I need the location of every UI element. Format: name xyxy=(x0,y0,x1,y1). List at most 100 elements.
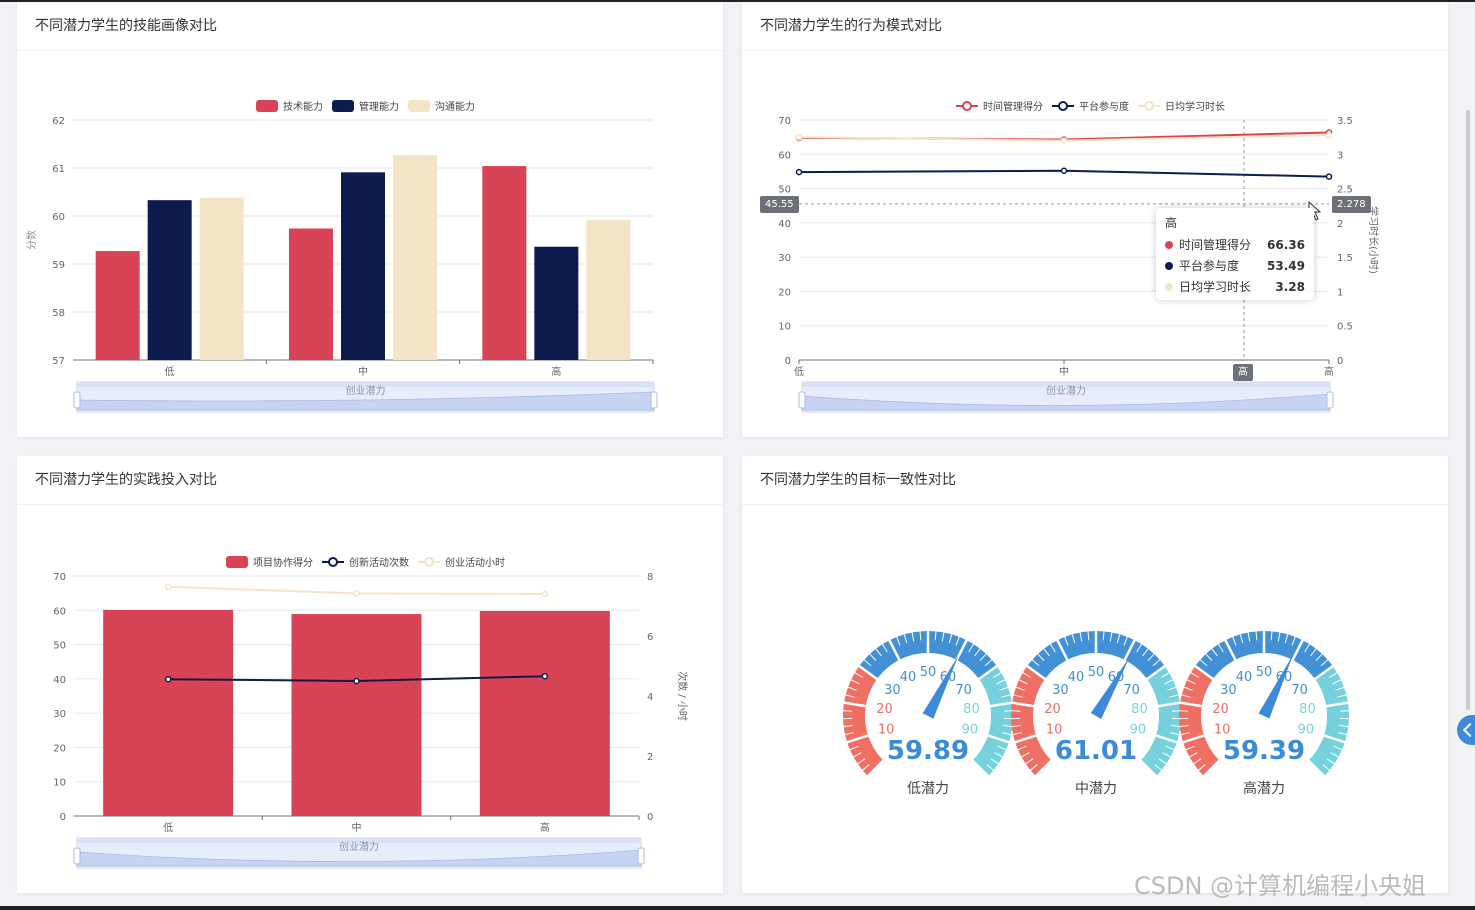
gauge-tick-label: 10 xyxy=(1046,723,1063,738)
gauge-tick xyxy=(1071,633,1076,644)
gauge-tick xyxy=(1199,658,1208,667)
gauge-tick-label: 90 xyxy=(1298,723,1315,738)
gauge-tick xyxy=(1310,647,1318,657)
gauge-tick xyxy=(1185,678,1196,685)
y-left-tick-label: 0 xyxy=(785,356,791,367)
series-point xyxy=(541,672,549,680)
gauge-band xyxy=(1308,666,1349,777)
y-left-tick-label: 60 xyxy=(778,150,791,161)
series-dot-icon xyxy=(1165,240,1173,249)
series-point xyxy=(164,583,172,591)
gauge-tick xyxy=(857,664,881,682)
gauge-tick-label: 70 xyxy=(1291,683,1308,698)
x-tick-label: 中 xyxy=(352,821,362,834)
legend-marker-icon xyxy=(328,557,338,567)
gauge-tick xyxy=(1162,752,1172,758)
x-tick-label: 中 xyxy=(358,365,368,378)
tooltip-series-name: 时间管理得分 xyxy=(1179,238,1252,252)
gauge-tick xyxy=(1024,758,1034,765)
data-zoom-left-handle xyxy=(73,847,81,865)
bar xyxy=(482,166,527,360)
gauge-tick xyxy=(842,710,853,712)
gauge-tick xyxy=(994,752,1004,758)
gauge-tick xyxy=(1167,686,1178,691)
tooltip-series-value: 3.28 xyxy=(1275,279,1305,294)
goal-gauge-chart: 10203040506070809059.89低潜力10203040506070… xyxy=(842,630,1350,797)
data-zoom-preview xyxy=(801,393,1331,411)
data-zoom-preview xyxy=(76,849,642,867)
gauge-tick xyxy=(1210,647,1218,657)
gauge-tick-label: 90 xyxy=(962,723,979,738)
gauge-tick xyxy=(1182,686,1193,691)
bar xyxy=(103,609,234,816)
gauge-tick xyxy=(1180,694,1191,698)
gauge-tick xyxy=(1337,694,1348,698)
gauge-tick xyxy=(1049,643,1056,653)
y-axis-title: 分数 xyxy=(25,230,38,250)
gauge-tick xyxy=(1164,678,1175,685)
gauge-tick xyxy=(1137,757,1158,778)
gauge-tick xyxy=(1315,652,1324,661)
tooltip-series-name: 平台参与度 xyxy=(1179,259,1240,273)
gauge-tick xyxy=(1034,757,1055,778)
gauge-tick xyxy=(1170,732,1181,736)
page-scrollbar[interactable] xyxy=(1466,110,1470,710)
gauge-tick xyxy=(1036,652,1045,661)
gauge-tick xyxy=(1189,671,1199,678)
gauge-tick-label: 20 xyxy=(1212,702,1229,717)
gauge-tick xyxy=(1013,733,1040,744)
gauge-tick xyxy=(1165,745,1176,751)
gauge-tick xyxy=(1136,643,1143,653)
gauge-tick xyxy=(1123,635,1129,646)
gauge-tick xyxy=(1012,694,1023,698)
gauge-tick xyxy=(1284,633,1289,644)
gauge-tick xyxy=(911,631,915,642)
y-right-tick-label: 2 xyxy=(1337,219,1343,230)
y-left-tick-label: 40 xyxy=(778,219,791,230)
gauge-tick xyxy=(1010,701,1037,708)
gauge-tick-label: 90 xyxy=(1130,723,1147,738)
gauge-tick xyxy=(993,671,1003,678)
gauge-tick xyxy=(1329,671,1339,678)
y-tick-label: 57 xyxy=(52,356,65,367)
y-left-tick-label: 10 xyxy=(53,778,66,789)
gauge-band xyxy=(1179,666,1220,777)
gauge-tick xyxy=(903,633,908,644)
gauge-tick xyxy=(1277,631,1281,642)
gauge-tick xyxy=(1339,710,1350,712)
gauge-tick xyxy=(1179,732,1190,736)
gauge-tick xyxy=(1231,635,1237,646)
tooltip-series-name: 日均学习时长 xyxy=(1179,280,1252,294)
gauge-tick xyxy=(1158,758,1168,765)
series-point xyxy=(1060,167,1068,174)
gauge-tick-label: 80 xyxy=(963,702,980,717)
gauge-needle xyxy=(922,655,959,719)
series-point xyxy=(353,677,360,685)
y-right-tick-label: 2.5 xyxy=(1337,185,1353,196)
axis-pointer-right-label: 2.278 xyxy=(1332,196,1371,213)
bar xyxy=(479,610,610,816)
gauge-tick xyxy=(1330,752,1340,758)
y-right-axis-title: 学习时长(小时) xyxy=(1367,206,1380,274)
gauge-tick xyxy=(1192,758,1202,765)
gauge-tick xyxy=(842,701,869,708)
gauge-tick xyxy=(1178,725,1189,728)
tooltip-row: 日均学习时长 3.28 xyxy=(1165,276,1305,297)
gauge-tick-label: 40 xyxy=(1068,670,1085,685)
y-left-tick-label: 60 xyxy=(53,606,66,617)
legend-marker-icon xyxy=(1058,101,1068,111)
gauge-tick-label: 70 xyxy=(1123,683,1140,698)
gauge-tick xyxy=(1143,664,1167,682)
gauge-tick xyxy=(1042,647,1050,657)
legend-label: 管理能力 xyxy=(359,100,399,113)
collapse-panel-icon[interactable] xyxy=(1457,715,1475,745)
gauge-tick xyxy=(1338,732,1349,736)
legend-label: 沟通能力 xyxy=(435,100,475,113)
gauge-tick xyxy=(996,678,1007,685)
gauge-tick xyxy=(1122,638,1137,664)
gauge-tick xyxy=(1304,643,1311,653)
x-tick-label: 低 xyxy=(163,821,173,834)
card-title: 不同潜力学生的目标一致性对比 xyxy=(742,456,1448,505)
bar xyxy=(586,219,631,360)
y-left-tick-label: 40 xyxy=(53,675,66,686)
